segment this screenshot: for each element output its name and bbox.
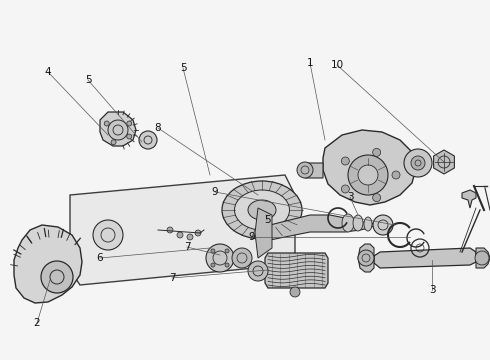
Polygon shape: [270, 215, 375, 240]
Circle shape: [41, 261, 73, 293]
Circle shape: [373, 148, 381, 156]
Polygon shape: [14, 225, 82, 303]
Circle shape: [373, 194, 381, 202]
Polygon shape: [476, 248, 490, 268]
Ellipse shape: [222, 181, 302, 239]
Circle shape: [111, 140, 116, 145]
Circle shape: [167, 227, 173, 233]
Text: 5: 5: [85, 75, 91, 85]
Circle shape: [206, 244, 234, 272]
Circle shape: [358, 165, 378, 185]
Circle shape: [404, 149, 432, 177]
Polygon shape: [100, 112, 136, 146]
Circle shape: [358, 250, 374, 266]
Circle shape: [177, 232, 183, 238]
Text: 3: 3: [429, 285, 435, 295]
Text: 1: 1: [307, 58, 313, 68]
Text: 9: 9: [212, 187, 219, 197]
Polygon shape: [302, 163, 323, 178]
Polygon shape: [374, 248, 476, 268]
Circle shape: [108, 120, 128, 140]
Polygon shape: [70, 175, 295, 285]
Polygon shape: [462, 190, 476, 208]
Ellipse shape: [342, 214, 354, 232]
Text: 10: 10: [330, 60, 343, 70]
Text: 7: 7: [184, 242, 190, 252]
Circle shape: [475, 251, 489, 265]
Polygon shape: [323, 130, 416, 205]
Ellipse shape: [248, 200, 276, 220]
Polygon shape: [255, 208, 272, 258]
Ellipse shape: [364, 217, 372, 231]
Circle shape: [225, 263, 229, 267]
Circle shape: [139, 131, 157, 149]
Circle shape: [248, 261, 268, 281]
Circle shape: [225, 249, 229, 253]
Text: 2: 2: [34, 318, 40, 328]
Circle shape: [127, 121, 132, 126]
Circle shape: [211, 263, 215, 267]
Circle shape: [195, 230, 201, 236]
Circle shape: [348, 155, 388, 195]
Circle shape: [104, 121, 109, 126]
Circle shape: [373, 215, 393, 235]
Polygon shape: [265, 253, 328, 288]
Circle shape: [411, 156, 425, 170]
Text: 4: 4: [45, 67, 51, 77]
Circle shape: [342, 185, 349, 193]
Circle shape: [290, 287, 300, 297]
Circle shape: [342, 157, 349, 165]
Text: 6: 6: [97, 253, 103, 263]
Text: 9: 9: [249, 232, 255, 242]
Circle shape: [127, 134, 132, 139]
Ellipse shape: [235, 190, 290, 230]
Circle shape: [232, 248, 252, 268]
Text: 8: 8: [155, 123, 161, 133]
Circle shape: [211, 249, 215, 253]
Circle shape: [297, 162, 313, 178]
Circle shape: [392, 171, 400, 179]
Ellipse shape: [353, 215, 363, 231]
Polygon shape: [434, 150, 454, 174]
Text: 5: 5: [180, 63, 186, 73]
Circle shape: [187, 234, 193, 240]
Text: 7: 7: [169, 273, 175, 283]
Text: 5: 5: [264, 215, 270, 225]
Text: 3: 3: [347, 192, 353, 202]
Polygon shape: [358, 244, 374, 272]
Circle shape: [93, 220, 123, 250]
